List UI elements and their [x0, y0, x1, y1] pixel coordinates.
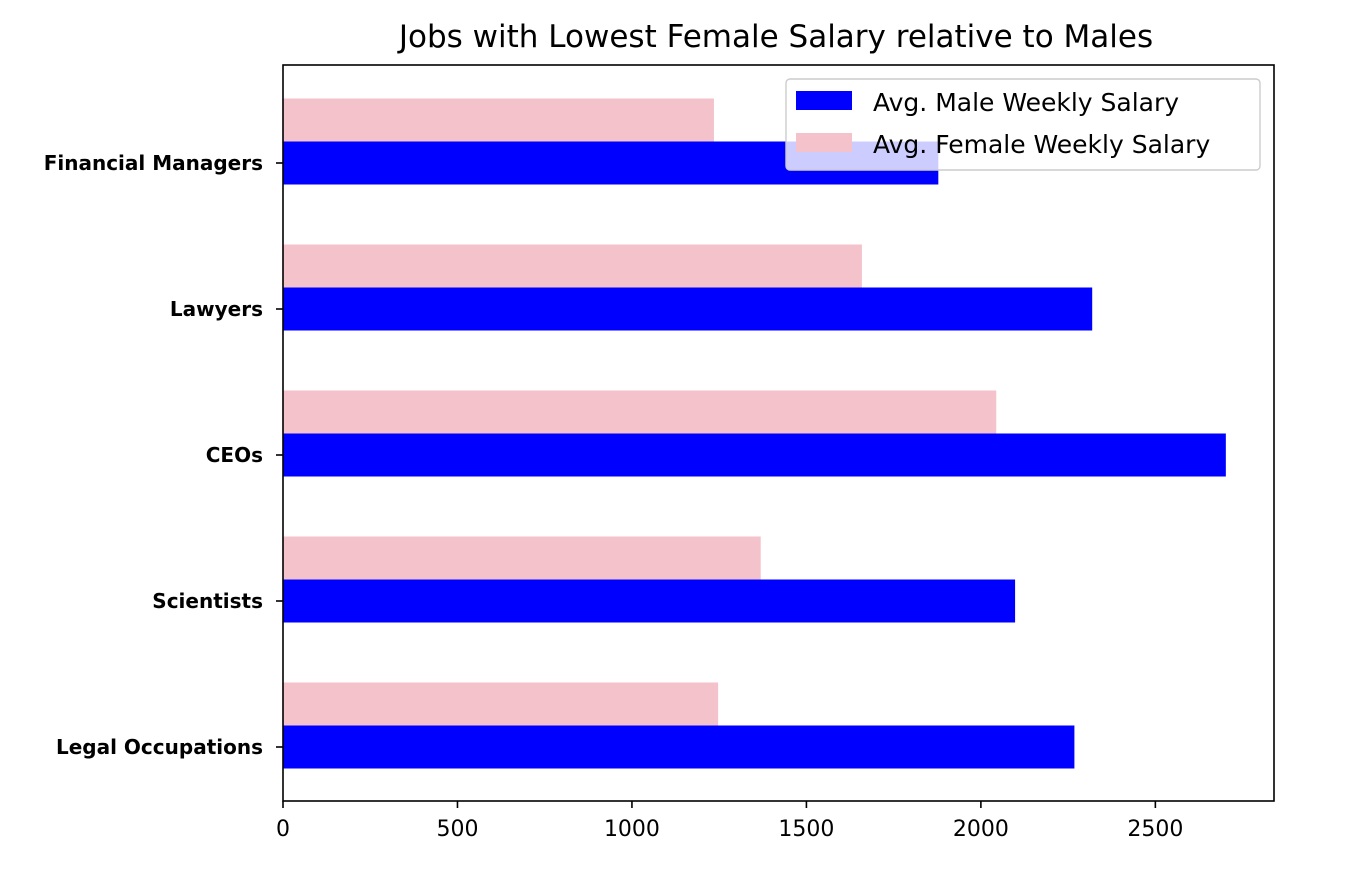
- bars-layer: [283, 98, 1226, 769]
- bar-male-ceos: [283, 433, 1226, 477]
- legend: Avg. Male Weekly Salary Avg. Female Week…: [785, 78, 1261, 171]
- legend-label-male: Avg. Male Weekly Salary: [873, 88, 1179, 117]
- y-tick-label-legal-occupations: Legal Occupations: [56, 735, 263, 759]
- legend-swatch-male: [796, 91, 852, 110]
- bar-female-lawyers: [283, 244, 862, 288]
- bar-male-lawyers: [283, 287, 1093, 331]
- bar-male-scientists: [283, 579, 1016, 623]
- bar-male-legal-occupations: [283, 725, 1075, 769]
- y-tick-label-financial-managers: Financial Managers: [44, 151, 263, 175]
- bar-female-legal-occupations: [283, 682, 719, 726]
- bar-female-scientists: [283, 536, 761, 580]
- x-tick-label-2500: 2500: [1127, 817, 1183, 842]
- x-tick-label-1000: 1000: [604, 817, 660, 842]
- x-axis: 0 500 1000 1500 2000 2500: [276, 801, 1183, 842]
- x-tick-label-2000: 2000: [953, 817, 1009, 842]
- plot-area-frame: [282, 64, 1275, 802]
- bar-female-ceos: [283, 390, 997, 434]
- legend-label-female: Avg. Female Weekly Salary: [873, 130, 1210, 159]
- y-axis: Legal Occupations Scientists CEOs Lawyers Fi…: [44, 151, 283, 759]
- x-tick-label-1500: 1500: [778, 817, 834, 842]
- legend-swatch-female: [796, 133, 852, 152]
- y-tick-label-scientists: Scientists: [152, 589, 263, 613]
- chart-title: Jobs with Lowest Female Salary relative …: [397, 19, 1153, 55]
- y-tick-label-lawyers: Lawyers: [170, 297, 263, 321]
- legend-box: [785, 78, 1261, 171]
- x-tick-label-0: 0: [276, 817, 290, 842]
- x-tick-label-500: 500: [436, 817, 478, 842]
- bar-female-financial-managers: [283, 98, 714, 142]
- y-tick-label-ceos: CEOs: [206, 443, 263, 467]
